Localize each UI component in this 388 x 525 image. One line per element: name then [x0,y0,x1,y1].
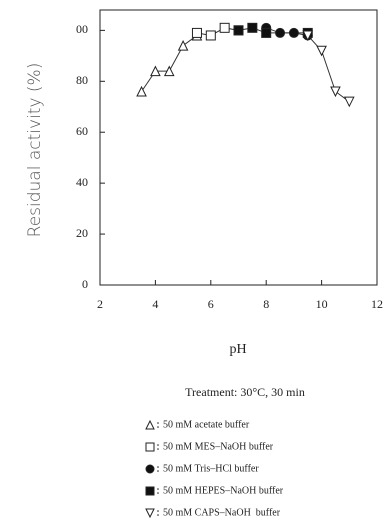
data-point [205,30,216,41]
data-point [330,86,341,98]
data-point [150,65,161,77]
data-point [219,22,230,33]
data-point [288,27,299,38]
legend-label: 50 mM Tris–HCl buffer [163,463,259,474]
legend-label: 50 mM HEPES–NaOH buffer [163,485,284,496]
legend-colon [157,510,159,512]
series-line [196,27,239,36]
legend-colon [157,492,159,494]
series-line [141,35,198,92]
legend-symbol [145,442,155,452]
y-tick-label: 20 [76,226,88,240]
y-axis-label: Residual activity (%) [25,63,45,238]
y-tick-label: 40 [76,175,88,189]
y-tick-label: 00 [76,22,88,36]
x-tick-label: 12 [371,297,383,311]
x-tick-label: 6 [208,297,214,311]
legend-label: 50 mM acetate buffer [163,419,250,430]
legend-colon [157,426,159,428]
data-point [316,45,327,57]
data-point [177,40,189,51]
y-tick-label: 60 [76,124,88,138]
series-line [307,35,350,103]
data-point [191,27,202,38]
data-point [233,25,244,36]
plot-frame [99,9,378,286]
legend-symbol [145,419,155,430]
data-point [343,96,355,108]
x-axis-label: pH [229,342,246,357]
legend-colon [157,514,159,516]
legend-symbol [145,486,155,496]
legend-colon [157,488,159,490]
legend-colon [157,448,159,450]
series-line [238,27,308,34]
x-tick-label: 4 [152,297,158,311]
data-point [275,27,286,38]
y-tick-label: 80 [76,73,88,87]
data-point [163,65,175,77]
legend-colon [157,422,159,424]
x-tick-label: 10 [316,297,328,311]
data-point [247,22,258,33]
legend-colon [157,444,159,446]
x-tick-label: 2 [97,297,103,311]
x-tick-label: 8 [263,297,269,311]
legend-symbol [145,508,155,519]
legend-label: 50 mM MES–NaOH buffer [163,441,274,452]
legend-colon [157,470,159,472]
legend-colon [157,466,159,468]
y-tick-label: 0 [82,277,88,291]
series-line [266,27,308,36]
legend-symbol [145,464,155,474]
legend-label: 50 mM CAPS–NaOH buffer [163,507,281,518]
data-point [302,30,314,42]
data-point [261,27,272,38]
data-point [136,85,147,97]
annotation: Treatment: 30°C, 30 min [185,385,305,399]
